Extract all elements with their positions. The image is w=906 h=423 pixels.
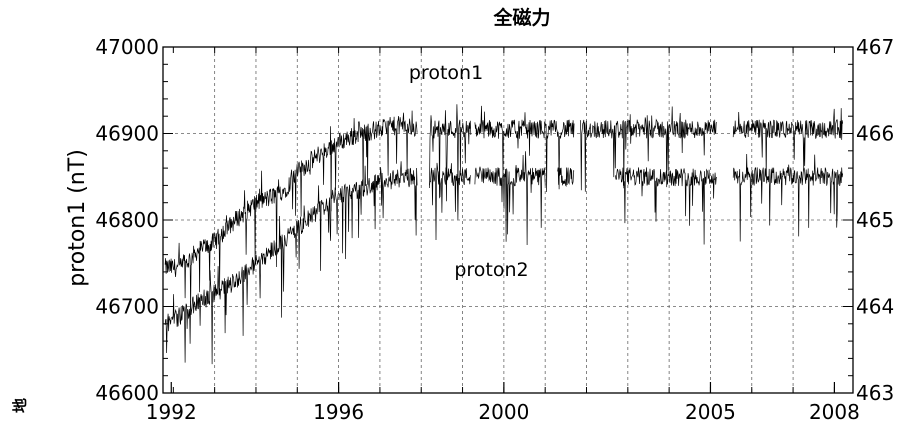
series-line-proton2 — [732, 153, 844, 242]
series-line-proton1 — [732, 108, 844, 178]
series-line-proton1 — [579, 106, 718, 192]
series-line-proton1 — [474, 105, 575, 193]
y-right-tick-label: 464 — [856, 295, 894, 319]
y-axis-label: proton1 (nT) — [65, 149, 90, 287]
annotation-proton2: proton2 — [454, 259, 528, 281]
y-right-tick-label: 465 — [856, 208, 894, 232]
x-tick-label: 2005 — [685, 400, 736, 423]
series-layer — [164, 104, 844, 365]
y-tick-label: 46600 — [95, 381, 159, 405]
y-tick-label: 46900 — [95, 122, 159, 146]
y-tick-label: 47000 — [95, 35, 159, 59]
series-line-proton2 — [429, 162, 472, 241]
series-proton1 — [164, 104, 844, 311]
series-line-proton2 — [164, 161, 418, 365]
axis-labels: 46600 46700 46800 46900 47000 463 464 465 466 467… — [95, 35, 894, 423]
series-line-proton1 — [429, 104, 472, 202]
x-tick-label: 1996 — [313, 400, 364, 423]
x-tick-label: 1992 — [146, 400, 197, 423]
annotations: proton1 proton2 — [409, 62, 529, 281]
x-tick-label: 2000 — [478, 400, 529, 423]
y-right-tick-label: 463 — [856, 381, 894, 405]
series-line-proton2 — [474, 151, 546, 246]
y-tick-label: 46800 — [95, 208, 159, 232]
y-right-tick-label: 467 — [856, 35, 894, 59]
series-line-proton2 — [615, 167, 718, 245]
series-line-proton1 — [164, 110, 418, 311]
y-tick-label: 46700 — [95, 295, 159, 319]
y-right-tick-label: 466 — [856, 122, 894, 146]
annotation-proton1: proton1 — [409, 62, 483, 84]
series-line-proton2 — [557, 167, 575, 187]
series-proton2 — [164, 151, 844, 365]
x-tick-label: 2008 — [809, 400, 860, 423]
corner-mark: 地 — [11, 398, 29, 413]
axis-ticks — [163, 46, 853, 394]
chart-title: 全磁力 — [492, 6, 550, 29]
